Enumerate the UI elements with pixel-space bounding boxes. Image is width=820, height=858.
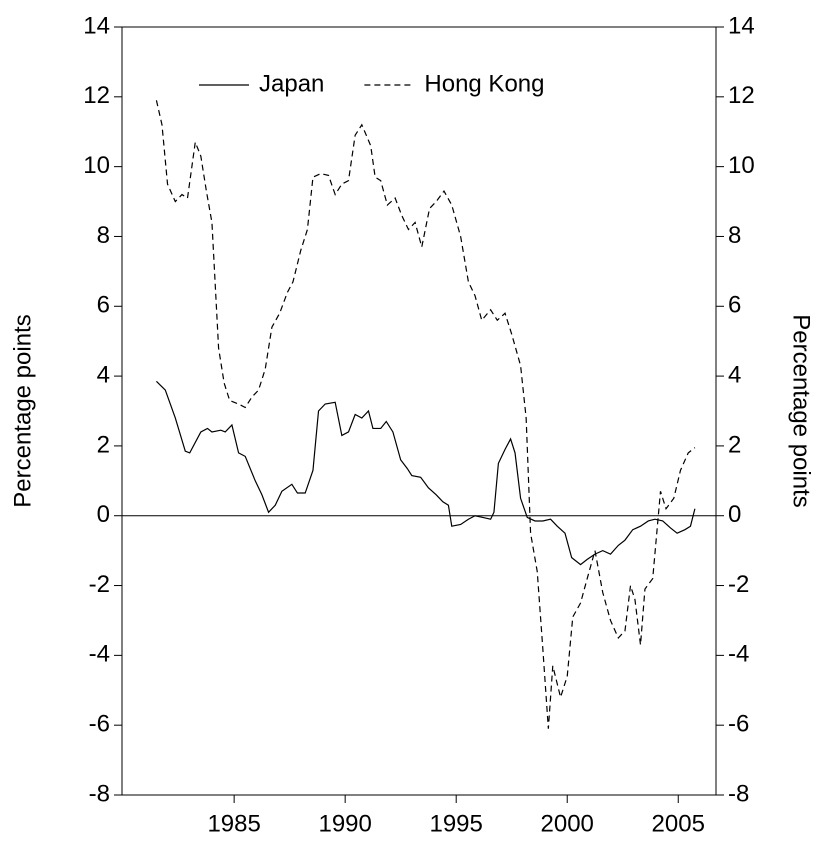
- x-tick-label: 1995: [429, 810, 482, 837]
- y-tick-label: -4: [89, 641, 110, 668]
- y2-tick-label: -4: [728, 641, 749, 668]
- y-tick-label: 12: [83, 82, 110, 109]
- series-line: [155, 380, 696, 566]
- y2-tick-label: -8: [728, 780, 749, 807]
- x-tick-label: 1985: [207, 810, 260, 837]
- plot-frame: [121, 26, 717, 796]
- y-tick-label: 8: [97, 222, 110, 249]
- legend-label: Japan: [259, 70, 324, 97]
- y-tick-label: 4: [97, 361, 110, 388]
- legend-label: Hong Kong: [424, 70, 544, 97]
- y2-tick-label: 8: [728, 222, 741, 249]
- x-tick-label: 1990: [318, 810, 371, 837]
- y-tick-label: -2: [89, 571, 110, 598]
- y-tick-label: 10: [83, 152, 110, 179]
- y2-tick-label: 0: [728, 501, 741, 528]
- y2-tick-label: 14: [728, 12, 755, 39]
- y2-tick-label: 6: [728, 292, 741, 319]
- y2-tick-label: 4: [728, 361, 741, 388]
- y-tick-label: 14: [83, 12, 110, 39]
- y2-tick-label: 2: [728, 431, 741, 458]
- y-tick-label: 2: [97, 431, 110, 458]
- y2-tick-label: 10: [728, 152, 755, 179]
- y-tick-label: 0: [97, 501, 110, 528]
- y-tick-label: 6: [97, 292, 110, 319]
- x-tick-label: 2005: [652, 810, 705, 837]
- y2-tick-label: -2: [728, 571, 749, 598]
- y-axis-title: Percentage points: [9, 314, 36, 507]
- y2-tick-label: -6: [728, 711, 749, 738]
- y-tick-label: -6: [89, 711, 110, 738]
- x-tick-label: 2000: [541, 810, 594, 837]
- y2-axis-title: Percentage points: [788, 314, 815, 507]
- y-tick-label: -8: [89, 780, 110, 807]
- series-line: [155, 100, 696, 729]
- y2-tick-label: 12: [728, 82, 755, 109]
